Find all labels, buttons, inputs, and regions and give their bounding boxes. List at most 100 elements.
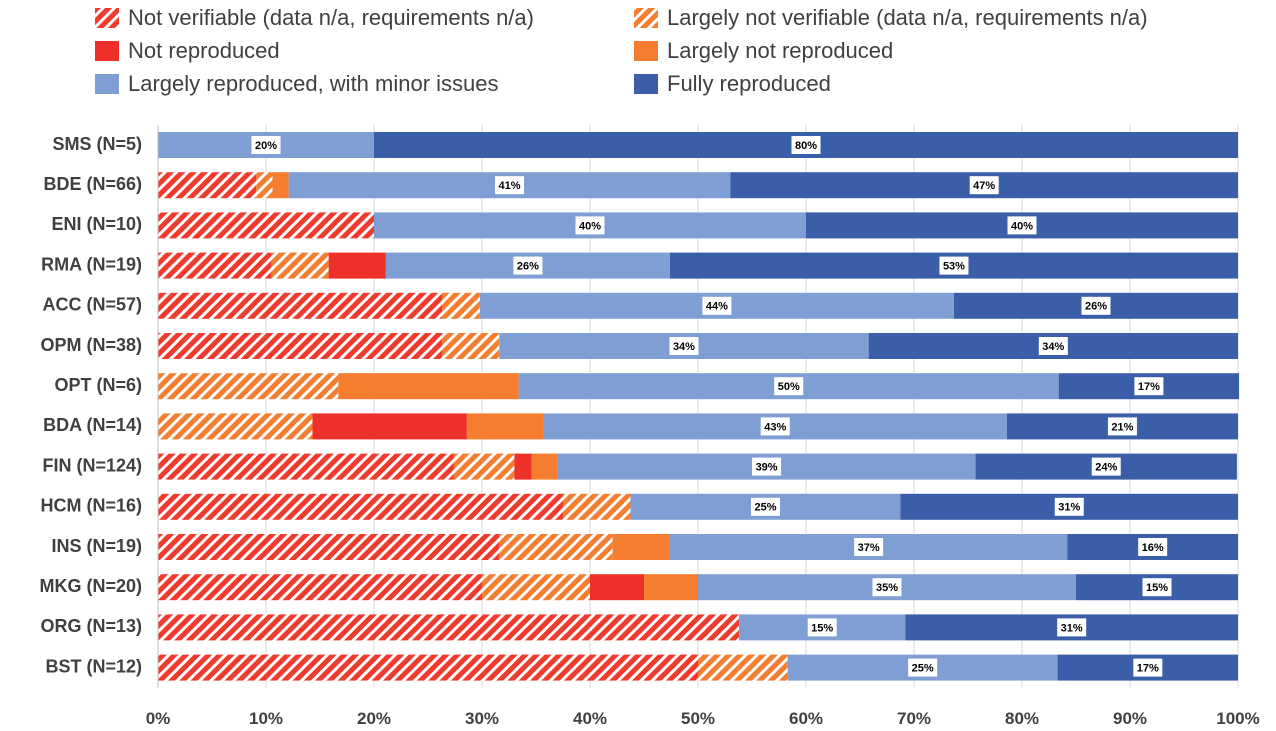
value-label: 24% — [1095, 462, 1117, 474]
bar-segment — [499, 534, 613, 560]
value-label: 50% — [778, 381, 800, 393]
y-tick-label: OPT (N=6) — [54, 375, 142, 395]
value-label-box — [575, 216, 605, 235]
value-label: 25% — [754, 502, 776, 514]
bar-segment — [453, 453, 515, 480]
bar-segment — [312, 413, 467, 440]
legend-swatch — [95, 8, 119, 28]
value-label: 43% — [764, 421, 786, 433]
bar-segment — [644, 574, 698, 601]
bar-segment — [612, 534, 670, 560]
value-label: 20% — [255, 140, 277, 152]
x-tick-label: 50% — [681, 709, 715, 728]
y-tick-label: MKG (N=20) — [39, 576, 142, 596]
value-label: 25% — [912, 663, 934, 675]
x-tick-label: 70% — [897, 709, 931, 728]
bar-segment — [590, 574, 644, 601]
value-label: 34% — [1042, 341, 1064, 353]
value-label: 15% — [811, 622, 833, 634]
value-label-box — [513, 256, 543, 275]
value-label-box — [702, 296, 732, 315]
x-tick-label: 80% — [1005, 709, 1039, 728]
value-label-box — [791, 136, 821, 154]
x-tick-label: 20% — [357, 709, 391, 728]
value-label-box — [495, 176, 525, 195]
value-label-box — [752, 457, 782, 476]
y-tick-label: ORG (N=13) — [40, 616, 142, 636]
bar-segment — [271, 252, 329, 279]
x-tick-label: 0% — [146, 709, 171, 728]
value-label-box — [1138, 538, 1168, 556]
value-label: 80% — [795, 140, 817, 152]
x-tick-label: 10% — [249, 709, 283, 728]
legend-label: Not verifiable (data n/a, requirements n… — [128, 5, 534, 30]
y-tick-label: ACC (N=57) — [42, 295, 142, 315]
y-tick-label: ENI (N=10) — [51, 214, 142, 234]
bar-segment — [442, 292, 480, 319]
bar-segment — [482, 574, 590, 601]
value-label-box — [1054, 497, 1084, 516]
value-label-box — [251, 136, 281, 154]
legend-label: Largely not verifiable (data n/a, requir… — [667, 5, 1148, 30]
value-label-box — [1091, 457, 1121, 476]
value-label-box — [1007, 216, 1037, 235]
value-label-box — [1081, 296, 1111, 315]
value-label-box — [807, 618, 837, 637]
value-label: 47% — [973, 180, 995, 192]
value-label-box — [1133, 658, 1163, 677]
bar-segment — [158, 654, 698, 681]
y-tick-label: BST (N=12) — [45, 656, 142, 676]
value-label-box — [969, 176, 999, 195]
bar-segment — [158, 534, 500, 560]
value-label: 17% — [1137, 663, 1159, 675]
value-label-box — [1038, 337, 1068, 355]
legend-swatch — [95, 74, 119, 94]
bar-segment — [442, 333, 500, 359]
bar-segment — [328, 252, 386, 279]
bar-segment — [158, 574, 482, 601]
y-tick-label: RMA (N=19) — [41, 254, 142, 274]
value-label: 21% — [1111, 421, 1133, 433]
legend-swatch — [95, 41, 119, 61]
bar-segment — [158, 212, 374, 239]
value-label-box — [939, 256, 969, 275]
x-tick-label: 40% — [573, 709, 607, 728]
bar-segment — [158, 493, 563, 520]
legend-label: Largely not reproduced — [667, 38, 893, 63]
x-tick-label: 100% — [1216, 709, 1259, 728]
value-label-box — [908, 658, 938, 677]
y-tick-label: SMS (N=5) — [52, 134, 142, 154]
value-label: 15% — [1146, 582, 1168, 594]
y-tick-label: HCM (N=16) — [40, 496, 142, 516]
bar-segment — [158, 252, 272, 279]
value-label: 39% — [756, 462, 778, 474]
bar-segment — [514, 453, 532, 480]
value-label: 34% — [673, 341, 695, 353]
value-label: 16% — [1142, 542, 1164, 554]
value-label: 31% — [1058, 502, 1080, 514]
x-tick-label: 90% — [1113, 709, 1147, 728]
y-tick-label: FIN (N=124) — [42, 455, 142, 475]
x-tick-label: 30% — [465, 709, 499, 728]
bar-segment — [563, 493, 631, 520]
legend-swatch — [634, 41, 658, 61]
bar-segment — [466, 413, 544, 440]
value-label-box — [774, 377, 804, 396]
value-label-box — [854, 538, 884, 556]
bar-segment — [531, 453, 558, 480]
value-label-box — [1134, 377, 1164, 396]
value-label: 17% — [1138, 381, 1160, 393]
bar-segment — [158, 413, 313, 440]
y-tick-label: OPM (N=38) — [40, 335, 142, 355]
value-label: 31% — [1061, 622, 1083, 634]
value-label: 26% — [517, 261, 539, 273]
value-label: 44% — [706, 301, 728, 313]
value-label-box — [751, 497, 780, 516]
y-tick-label: BDA (N=14) — [43, 415, 142, 435]
value-label: 41% — [499, 180, 521, 192]
value-label: 26% — [1085, 301, 1107, 313]
value-label-box — [669, 337, 699, 355]
value-label: 37% — [858, 542, 880, 554]
y-tick-label: BDE (N=66) — [43, 174, 142, 194]
